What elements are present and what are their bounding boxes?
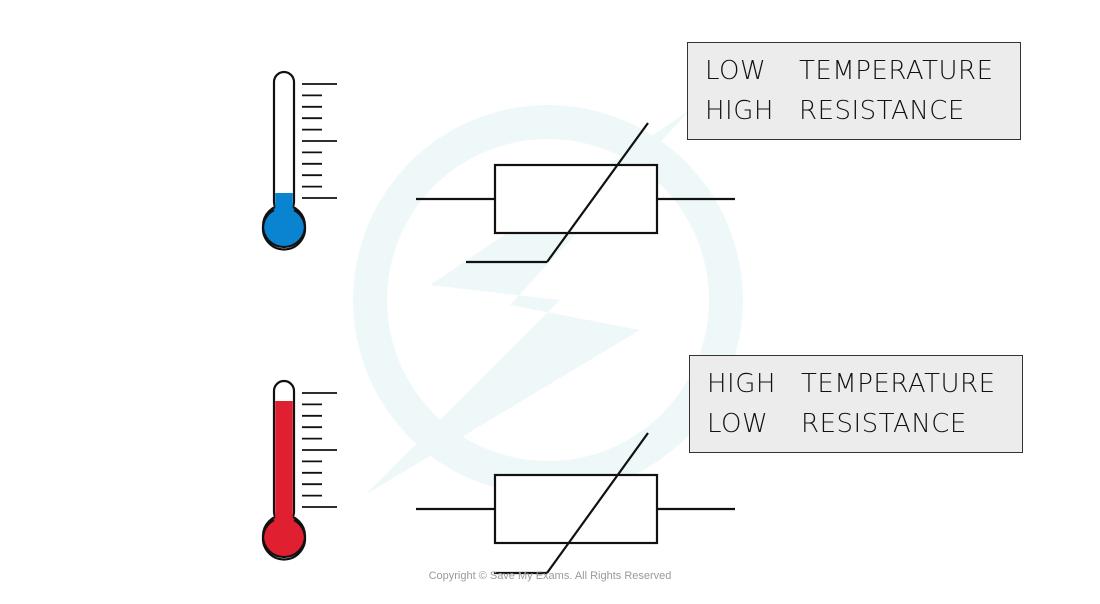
temperature-label: TEMPERATURE bbox=[801, 369, 996, 399]
thermometer-cold bbox=[261, 70, 337, 251]
resistance-row: HIGH RESISTANCE bbox=[705, 91, 1020, 131]
resistance-level: HIGH bbox=[705, 96, 774, 126]
thermometer-scale bbox=[302, 83, 337, 199]
thermometer-tube bbox=[272, 70, 296, 214]
thermistor-diagonal bbox=[546, 122, 649, 263]
resistance-label: RESISTANCE bbox=[801, 409, 967, 439]
label-box-high-temperature: HIGH TEMPERATURE LOW RESISTANCE bbox=[689, 355, 1023, 453]
label-box-low-temperature: LOW TEMPERATURE HIGH RESISTANCE bbox=[687, 42, 1021, 140]
resistance-row: LOW RESISTANCE bbox=[707, 404, 1022, 444]
temperature-row: HIGH TEMPERATURE bbox=[707, 364, 1022, 404]
temperature-level: LOW bbox=[705, 56, 767, 86]
temperature-label: TEMPERATURE bbox=[799, 56, 994, 86]
thermistor-symbol-top bbox=[416, 122, 735, 264]
resistance-level: LOW bbox=[707, 409, 769, 439]
copyright-notice: Copyright © Save My Exams. All Rights Re… bbox=[428, 570, 672, 582]
temperature-row: LOW TEMPERATURE bbox=[705, 51, 1020, 91]
temperature-level: HIGH bbox=[707, 369, 776, 399]
resistance-label: RESISTANCE bbox=[799, 96, 965, 126]
thermistor-symbol-bottom bbox=[416, 432, 735, 575]
thermometer-scale bbox=[302, 392, 337, 508]
thermistor-diagonal bbox=[546, 432, 649, 574]
thermometer-liquid bbox=[275, 401, 293, 525]
thermometer-hot bbox=[261, 379, 337, 561]
